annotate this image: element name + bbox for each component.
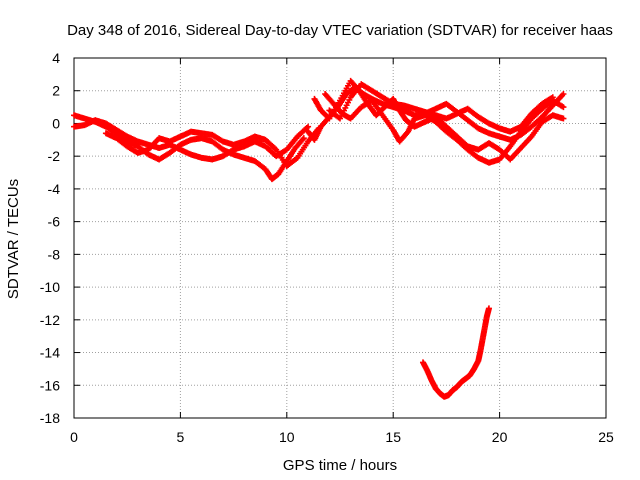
series-trace-h <box>419 305 492 400</box>
chart-title: Day 348 of 2016, Sidereal Day-to-day VTE… <box>67 22 613 39</box>
data-point <box>560 104 567 111</box>
data-point <box>300 135 307 142</box>
y-tick-label: -10 <box>40 279 60 295</box>
y-axis-label: SDTVAR / TECUs <box>5 179 22 299</box>
data-point <box>560 91 567 97</box>
data-point <box>560 115 567 122</box>
x-axis-label: GPS time / hours <box>283 457 397 474</box>
y-tick-label: -18 <box>40 410 60 426</box>
y-tick-label: -16 <box>40 377 60 393</box>
x-tick-label: 20 <box>492 429 508 445</box>
y-tick-label: -8 <box>48 246 61 262</box>
axis-layer <box>73 57 607 419</box>
data-point <box>549 94 556 101</box>
y-tick-label: -2 <box>48 148 61 164</box>
series-trace-g <box>326 81 556 135</box>
x-tick-label: 10 <box>279 429 295 445</box>
grid-layer <box>74 58 606 418</box>
x-tick-label: 15 <box>385 429 401 445</box>
x-tick-label: 5 <box>177 429 185 445</box>
y-tick-label: -4 <box>48 181 61 197</box>
y-tick-label: 0 <box>52 115 60 131</box>
y-tick-label: 2 <box>52 83 60 99</box>
plot-frame <box>73 57 607 419</box>
y-tick-label: -12 <box>40 312 60 328</box>
y-tick-label: -14 <box>40 345 60 361</box>
series-trace-b <box>71 117 312 163</box>
data-layer <box>71 77 567 400</box>
data-point <box>485 305 492 312</box>
y-tick-label: 4 <box>52 50 60 66</box>
series-trace-f <box>322 91 567 166</box>
x-tick-label: 25 <box>598 429 614 445</box>
y-tick-label: -6 <box>48 214 61 230</box>
x-tick-label: 0 <box>70 429 78 445</box>
